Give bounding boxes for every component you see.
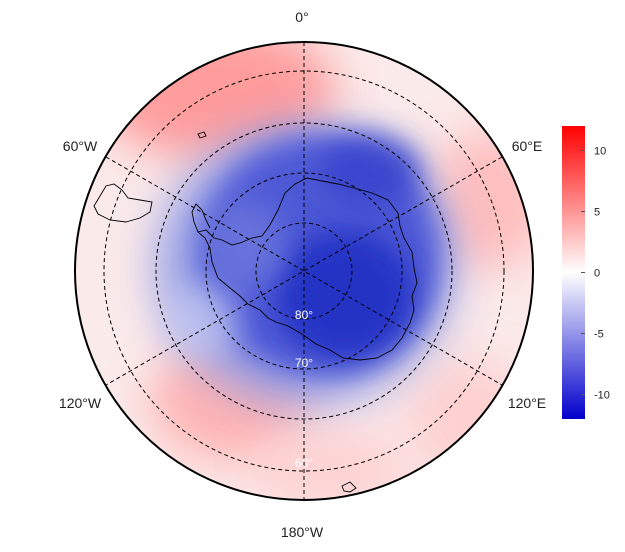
peninsula-coastline [191, 203, 211, 233]
meridian-60w-120e [105, 156, 503, 386]
lon-label-120w: 120°W [59, 395, 102, 411]
colorbar: 10 5 0 -5 -10 [562, 126, 610, 419]
lon-label-60w: 60°W [63, 138, 98, 154]
lat-label-80: 80° [295, 308, 313, 322]
lat-circle-70 [205, 172, 403, 370]
south-america-coastline [93, 183, 153, 223]
colorbar-gradient [562, 126, 585, 419]
colorbar-tick-label: 10 [594, 145, 606, 157]
lat-circle-80 [255, 222, 353, 320]
colorbar-tick-label: -5 [594, 329, 604, 341]
lat-label-70: 70° [295, 356, 313, 370]
colorbar-tick-label: -10 [594, 390, 610, 402]
colorbar-ticks: 10 5 0 -5 -10 [581, 145, 610, 402]
coastlines [93, 131, 418, 493]
island-1 [197, 131, 207, 139]
map-border [74, 41, 534, 501]
meridian-60e-120w [105, 156, 503, 386]
lon-label-120e: 120°E [508, 395, 546, 411]
lon-label-180w: 180°W [281, 524, 324, 540]
antarctica-coastline [197, 177, 418, 361]
colorbar-tick-label: 0 [594, 268, 600, 280]
anomaly-field [75, 42, 533, 500]
lat-circle-60 [155, 122, 453, 420]
graticule [103, 42, 505, 500]
lon-label-60e: 60°E [512, 138, 543, 154]
colorbar-tick-label: 5 [594, 206, 600, 218]
lon-label-0: 0° [295, 9, 308, 25]
island-2 [341, 481, 357, 493]
lat-circle-50 [103, 70, 505, 472]
lat-label-60: 60° [295, 456, 313, 470]
